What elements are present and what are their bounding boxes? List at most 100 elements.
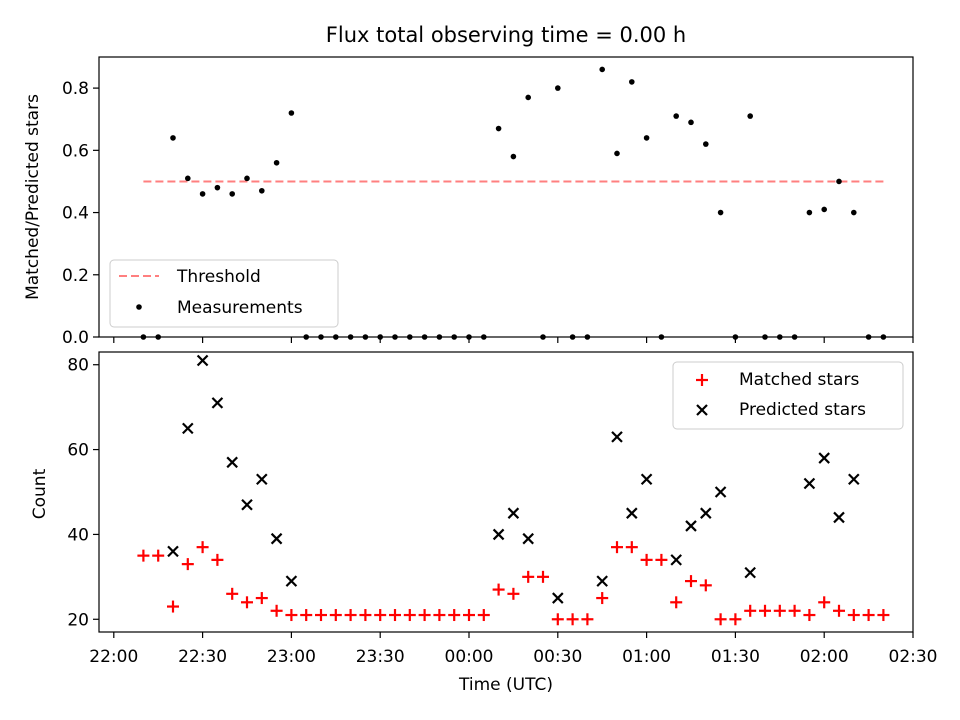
matched-star-point [611, 541, 623, 554]
matched-star-point [877, 609, 890, 622]
matched-star-point [699, 579, 712, 592]
bottom-y-tick-label: 20 [67, 610, 89, 630]
measurement-point [495, 125, 502, 132]
top-y-tick-label: 0.8 [62, 79, 89, 99]
predicted-star-point [803, 477, 816, 490]
bottom-y-tick-label: 80 [67, 356, 89, 376]
matched-star-point [833, 604, 845, 617]
matched-star-point [300, 609, 313, 622]
top-axes-frame [98, 56, 914, 338]
top-plot-area [140, 66, 887, 340]
matched-star-point [152, 549, 165, 562]
matched-star-point [744, 604, 757, 617]
bottom-xlabel: Time (UTC) [458, 675, 553, 695]
predicted-star-point [552, 592, 564, 604]
predicted-star-point [211, 397, 224, 409]
predicted-star-point [640, 473, 653, 486]
matched-star-point [285, 609, 298, 622]
predicted-star-point [714, 486, 727, 498]
matched-star-point [655, 553, 668, 566]
x-tick-label: 02:30 [889, 647, 938, 667]
predicted-star-point [522, 532, 534, 545]
predicted-star-point [507, 507, 520, 519]
matched-star-point [714, 613, 727, 626]
matched-star-point [522, 570, 535, 583]
bottom-y-tick-label: 40 [67, 525, 89, 545]
threshold-legend-label: Threshold [176, 267, 261, 287]
predicted-star-point [285, 575, 298, 587]
x-tick-label: 00:00 [445, 647, 494, 667]
predicted-star-point [626, 507, 638, 519]
matched-star-point [418, 609, 431, 622]
matched-star-point [137, 549, 150, 562]
measurement-point [170, 135, 176, 141]
matched-star-point [625, 541, 638, 554]
predicted-star-point [685, 520, 697, 532]
matched-star-point [729, 613, 742, 626]
matched-star-point [315, 609, 327, 622]
matched-star-point [241, 596, 253, 609]
measurement-point [673, 113, 679, 119]
bottom-ticks: 22:00 22:30 23:00 23:30 00:00 00:30 01:00 01:30… [67, 356, 937, 667]
bottom-axes-frame [98, 351, 914, 633]
matched-star-point [167, 600, 179, 613]
matched-star-point [566, 613, 579, 626]
matched-star-point [818, 596, 831, 609]
matched-star-point [344, 609, 357, 622]
matched-star-point [537, 570, 549, 583]
matched-star-point [640, 553, 653, 566]
measurements-legend-label: Measurements [177, 298, 303, 318]
matched-star-point [862, 609, 875, 622]
matched-star-point [803, 609, 816, 622]
measurement-point [703, 141, 709, 147]
predicted-star-point [167, 545, 179, 558]
measurement-point [643, 135, 650, 141]
matched-star-point [255, 592, 268, 605]
top-y-tick-label: 0.0 [62, 328, 89, 348]
predicted-star-point [818, 452, 830, 464]
x-tick-label: 01:30 [711, 647, 760, 667]
measurement-point [214, 184, 221, 191]
x-tick-label: 00:30 [533, 647, 582, 667]
x-tick-label: 22:30 [178, 647, 227, 667]
measurement-point [244, 175, 250, 182]
matched-star-point [581, 613, 594, 626]
predicted-star-point [744, 566, 756, 579]
bottom-ylabel: Count [30, 468, 50, 519]
matched-star-point [788, 604, 801, 617]
measurement-point [525, 94, 531, 101]
predicted-star-point [700, 507, 712, 519]
matched-star-point [685, 575, 697, 588]
bottom-plot-area [137, 354, 890, 626]
top-panel: Flux total observing time = 0.00 h Match… [23, 23, 914, 348]
predicted-star-point [670, 554, 682, 566]
top-ylabel: Matched/Predicted stars [23, 94, 43, 300]
predicted-star-point [611, 431, 623, 443]
predicted-star-point [492, 528, 505, 541]
predicted-star-point [270, 532, 283, 545]
matched-star-point [181, 558, 194, 571]
top-ticks: 0.0 0.2 0.4 0.6 0.8 [62, 79, 914, 348]
measurement-point [614, 150, 620, 157]
bottom-legend-box [672, 361, 904, 430]
measurement-point [821, 206, 827, 213]
predicted-star-point [833, 511, 845, 524]
predicted-star-point [182, 422, 194, 435]
matched-legend-label: Matched stars [739, 370, 859, 390]
measurement-point [185, 175, 191, 182]
matched-star-point [596, 592, 609, 605]
measurement-point [259, 187, 265, 194]
matched-star-point [507, 587, 520, 600]
top-title: Flux total observing time = 0.00 h [326, 23, 686, 47]
measurement-point [555, 85, 561, 91]
matched-star-point [226, 587, 239, 600]
matched-star-point [270, 604, 283, 617]
matched-star-point [759, 604, 771, 617]
matched-legend-marker [696, 374, 708, 386]
matched-star-point [670, 596, 683, 609]
x-tick-label: 02:00 [800, 647, 849, 667]
predicted-star-point [196, 354, 209, 367]
matched-star-point [403, 609, 416, 622]
matched-star-point [329, 609, 342, 622]
